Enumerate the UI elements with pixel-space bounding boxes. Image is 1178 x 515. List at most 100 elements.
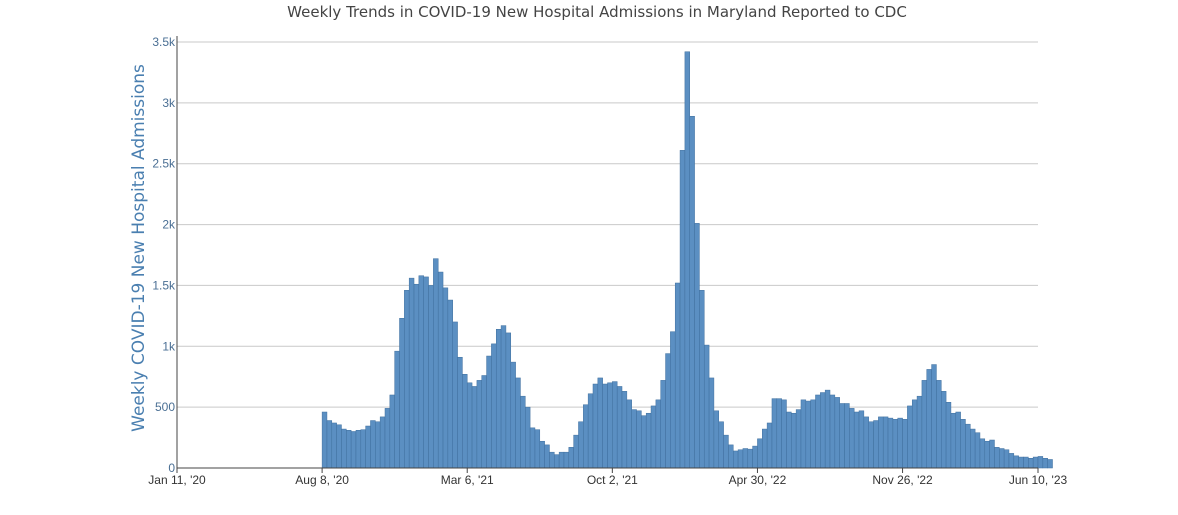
bar <box>491 343 497 469</box>
bar <box>911 399 918 469</box>
bar <box>829 394 836 469</box>
y-tick-label: 1.5k <box>152 278 176 292</box>
bar <box>462 374 468 469</box>
bar <box>994 447 1000 469</box>
x-tick-labels: Jan 11, '20 Aug 8, '20 Mar 6, '21 Oct 2, '2… <box>148 468 1067 487</box>
bar <box>442 287 449 469</box>
bar <box>534 429 541 469</box>
bar <box>495 328 502 469</box>
bar <box>679 150 686 469</box>
bar <box>844 403 850 469</box>
bar <box>970 428 976 469</box>
bar <box>950 412 957 469</box>
bar <box>645 412 652 469</box>
bar <box>815 394 821 469</box>
bar <box>355 430 362 469</box>
bar <box>752 445 758 469</box>
y-axis-label: Weekly COVID-19 New Hospital Admissions <box>129 64 149 432</box>
bar <box>810 399 816 469</box>
bar <box>394 350 400 469</box>
bar <box>834 397 840 469</box>
bar <box>708 377 715 469</box>
bar <box>1013 455 1019 469</box>
bar <box>737 449 744 469</box>
y-tick-label: 0 <box>168 461 175 475</box>
bar <box>384 408 391 469</box>
bar <box>984 440 990 469</box>
bar <box>631 409 637 469</box>
bar <box>1037 456 1044 469</box>
bar <box>486 355 492 469</box>
bar <box>781 399 787 469</box>
bar <box>621 391 628 469</box>
bar <box>360 429 366 469</box>
bar <box>587 393 594 469</box>
bar <box>558 451 565 469</box>
x-tick-label: Apr 30, '22 <box>729 473 787 487</box>
bar <box>607 382 613 469</box>
axes <box>176 36 1038 469</box>
bar <box>408 277 415 469</box>
bar <box>336 424 342 469</box>
bar <box>795 409 802 469</box>
bar <box>902 419 908 469</box>
bar <box>665 353 671 469</box>
bar <box>805 400 811 469</box>
bar <box>520 395 526 469</box>
bar <box>674 282 681 469</box>
bar <box>350 431 357 469</box>
bar <box>510 361 516 469</box>
bar <box>723 434 729 469</box>
bar <box>887 417 894 469</box>
bar <box>515 377 521 469</box>
bar <box>791 412 797 469</box>
bar <box>476 380 482 469</box>
y-tick-label: 2.5k <box>152 157 176 171</box>
bar <box>428 285 434 469</box>
bar <box>597 377 603 469</box>
bar <box>776 398 782 469</box>
bar <box>873 420 879 469</box>
bar <box>452 321 458 469</box>
x-tick-label: Oct 2, '21 <box>587 473 638 487</box>
bar <box>529 427 536 469</box>
bar <box>641 415 647 469</box>
bar <box>602 383 608 469</box>
bar <box>786 411 792 469</box>
bar <box>375 421 381 469</box>
bar <box>926 369 932 469</box>
bar <box>500 325 507 469</box>
bar <box>897 417 903 469</box>
bar <box>1003 449 1010 469</box>
bar <box>849 408 855 469</box>
y-tick-label: 3.5k <box>152 35 176 49</box>
bar <box>471 386 478 469</box>
y-tick-label: 1k <box>162 339 176 353</box>
chart-title: Weekly Trends in COVID-19 New Hospital A… <box>287 3 907 21</box>
bar <box>670 331 676 469</box>
bar <box>1042 458 1048 469</box>
bar <box>694 223 700 469</box>
bar <box>921 380 927 469</box>
bar <box>892 419 898 469</box>
y-tick-labels: 0 500 1k 1.5k 2k 2.5k 3k 3.5k <box>152 35 176 475</box>
bar <box>437 271 444 469</box>
bar <box>544 444 550 469</box>
x-tick-label: Jun 10, '23 <box>1009 473 1068 487</box>
bar <box>999 448 1005 469</box>
y-tick-label: 500 <box>155 400 175 414</box>
bar <box>592 383 599 469</box>
bar <box>1047 459 1053 469</box>
bar <box>955 411 961 469</box>
bar <box>742 448 749 469</box>
bar <box>718 421 724 469</box>
bar <box>979 438 986 469</box>
bar <box>1028 458 1034 469</box>
bar <box>689 115 695 469</box>
bar <box>858 410 865 469</box>
bar <box>346 430 352 469</box>
bar <box>563 451 570 469</box>
bar <box>936 380 942 469</box>
bar <box>447 299 453 469</box>
